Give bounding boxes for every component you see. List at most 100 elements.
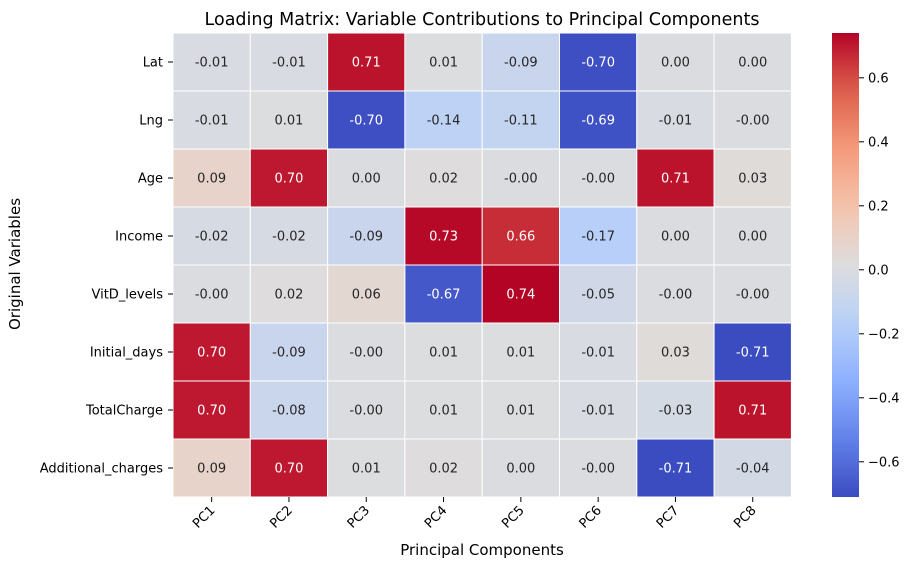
heatmap-cell [249,148,329,208]
row-tick-label: Lat [143,56,163,71]
row-tick-label: Additional_charges [40,462,163,477]
cell-value: -0.00 [195,288,229,303]
cell-value: -0.00 [659,288,693,303]
heatmap-cell [713,380,792,440]
cell-value: -0.71 [659,462,693,477]
heatmap-cell [559,322,638,382]
heatmap-cell [404,90,483,150]
row-tick-label: Age [138,172,163,187]
row-tick-label: TotalCharge [85,404,163,419]
cell-value: 0.70 [274,462,303,477]
heatmap-cell [327,380,406,440]
cell-value: -0.71 [736,346,770,361]
cell-value: 0.09 [197,462,226,477]
cell-value: 0.01 [506,346,535,361]
cell-value: 0.70 [197,404,226,419]
cell-value: 0.66 [506,230,535,245]
heatmap-cell [481,264,561,324]
cell-value: -0.00 [349,346,383,361]
cell-value: -0.01 [659,114,693,129]
cell-value: 0.73 [429,230,458,245]
cell-value: 0.01 [506,404,535,419]
heatmap-cell [404,148,483,208]
heatmap-cell [404,32,483,92]
cell-value: -0.01 [581,346,615,361]
column-tick-label: PC1 [190,503,218,531]
cell-value: 0.00 [661,230,690,245]
column-tick-label: PC5 [499,503,527,531]
chart-title: Loading Matrix: Variable Contributions t… [205,10,760,30]
cell-value: -0.00 [736,288,770,303]
cell-value: -0.00 [581,462,615,477]
cell-value: -0.09 [504,56,538,71]
cell-value: 0.02 [429,462,458,477]
row-tick-label: VitD_levels [91,288,163,303]
heatmap-cell [172,32,251,92]
cell-value: 0.03 [661,346,690,361]
cell-value: 0.01 [274,114,303,129]
cell-value: -0.04 [736,462,770,477]
cell-value-labels: -0.01 -0.01 0.71 0.01 -0.09 -0.70 0.00 0.00 -0.0… [195,56,770,477]
heatmap-cell [559,264,638,324]
heatmap-cell [327,148,406,208]
colorbar-gradient [832,33,859,497]
cell-value: 0.01 [429,56,458,71]
cell-value: 0.01 [429,346,458,361]
column-tick-label: PC7 [654,503,682,531]
column-tick-label: PC2 [267,503,295,531]
cell-value: 0.03 [738,172,767,187]
cell-value: 0.02 [429,172,458,187]
cell-value: -0.69 [581,114,615,129]
cell-value: -0.70 [581,56,615,71]
cell-value: -0.01 [195,56,229,71]
cell-value: -0.00 [581,172,615,187]
heatmap-cell [636,264,715,324]
cell-value: -0.01 [581,404,615,419]
heatmap-cell [713,32,792,92]
heatmap-cell [327,322,406,382]
heatmap-cell [481,380,561,440]
cell-value: 0.01 [429,404,458,419]
cell-value: 0.71 [352,56,381,71]
cell-value: -0.01 [195,114,229,129]
row-tick-label: Lng [139,114,163,129]
heatmap-cell [249,32,329,92]
colorbar-tick-label: 0.2 [868,199,889,214]
cell-value: 0.00 [738,230,767,245]
cell-value: -0.02 [195,230,229,245]
heatmap-cell [636,148,715,208]
cell-value: -0.03 [659,404,693,419]
heatmap-cell [481,206,561,266]
heatmap-cell [249,322,329,382]
cell-value: 0.00 [738,56,767,71]
column-tick-label: PC6 [577,503,605,531]
cell-value: -0.09 [349,230,383,245]
cell-value: -0.01 [272,56,306,71]
heatmap-cell [172,206,251,266]
heatmap-cell [327,438,406,498]
cell-value: -0.17 [581,230,615,245]
heatmap-cell [713,264,792,324]
cell-value: -0.14 [427,114,461,129]
cell-value: -0.09 [272,346,306,361]
cell-value: 0.01 [352,462,381,477]
row-tick-label: Initial_days [90,346,163,361]
heatmap-cell [481,148,561,208]
cell-value: 0.06 [352,288,381,303]
cell-value: -0.00 [736,114,770,129]
colorbar-tick-label: 0.0 [868,263,889,278]
heatmap-cell [481,438,561,498]
heatmap-cell [249,380,329,440]
heatmap-cell [404,206,483,266]
heatmap-cell [713,148,792,208]
column-tick-labels: PC1 PC2 PC3 PC4 PC5 PC6 PC7 PC8 [190,497,760,532]
cell-value: -0.00 [504,172,538,187]
heatmap-cells [172,32,792,498]
cell-value: 0.02 [274,288,303,303]
colorbar-tick-label: 0.4 [868,135,889,150]
cell-value: 0.74 [506,288,535,303]
heatmap-cell [636,322,715,382]
heatmap-cell [713,438,792,498]
cell-value: -0.70 [349,114,383,129]
